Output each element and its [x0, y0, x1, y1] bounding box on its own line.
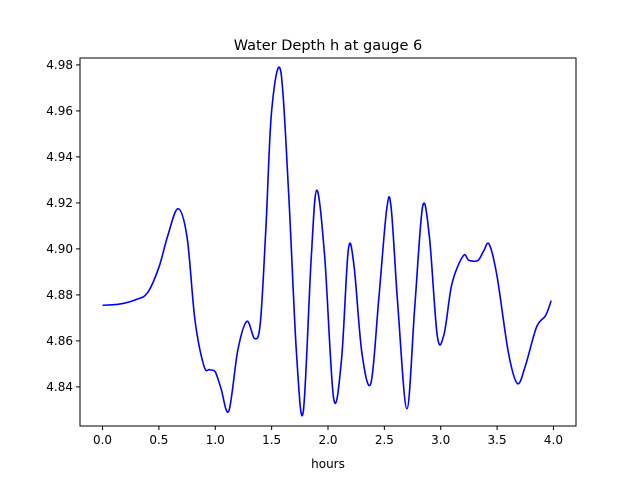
chart-title: Water Depth h at gauge 6 — [234, 38, 422, 54]
series-layer — [102, 66, 552, 417]
series-line — [102, 66, 552, 417]
x-axis-label: hours — [311, 457, 345, 471]
y-tick-label: 4.94 — [46, 150, 73, 164]
y-tick-label: 4.92 — [46, 196, 73, 210]
y-tick-label: 4.84 — [46, 380, 73, 394]
x-tick-label: 2.5 — [375, 433, 394, 447]
y-tick-label: 4.96 — [46, 104, 73, 118]
y-tick-label: 4.86 — [46, 334, 73, 348]
x-tick-label: 3.5 — [488, 433, 507, 447]
x-tick-label: 4.0 — [544, 433, 563, 447]
axes-background — [80, 58, 576, 426]
x-tick-label: 1.5 — [262, 433, 281, 447]
x-tick-label: 3.0 — [431, 433, 450, 447]
x-tick-label: 0.0 — [93, 433, 112, 447]
y-tick-label: 4.90 — [46, 242, 73, 256]
x-tick-label: 2.0 — [318, 433, 337, 447]
x-axis-ticks: 0.0 0.5 1.0 1.5 2.0 2.5 3.0 3.5 4.0 — [93, 426, 563, 447]
y-tick-label: 4.88 — [46, 288, 73, 302]
x-tick-label: 1.0 — [206, 433, 225, 447]
plot-area: 0.0 0.5 1.0 1.5 2.0 2.5 3.0 3.5 4.0 4.84 4.86 4.88… — [46, 57, 577, 447]
y-tick-label: 4.98 — [46, 58, 73, 72]
y-axis-ticks: 4.84 4.86 4.88 4.90 4.92 4.94 4.96 4.98 — [46, 58, 80, 394]
x-tick-label: 0.5 — [149, 433, 168, 447]
axes-frame — [79, 57, 577, 427]
